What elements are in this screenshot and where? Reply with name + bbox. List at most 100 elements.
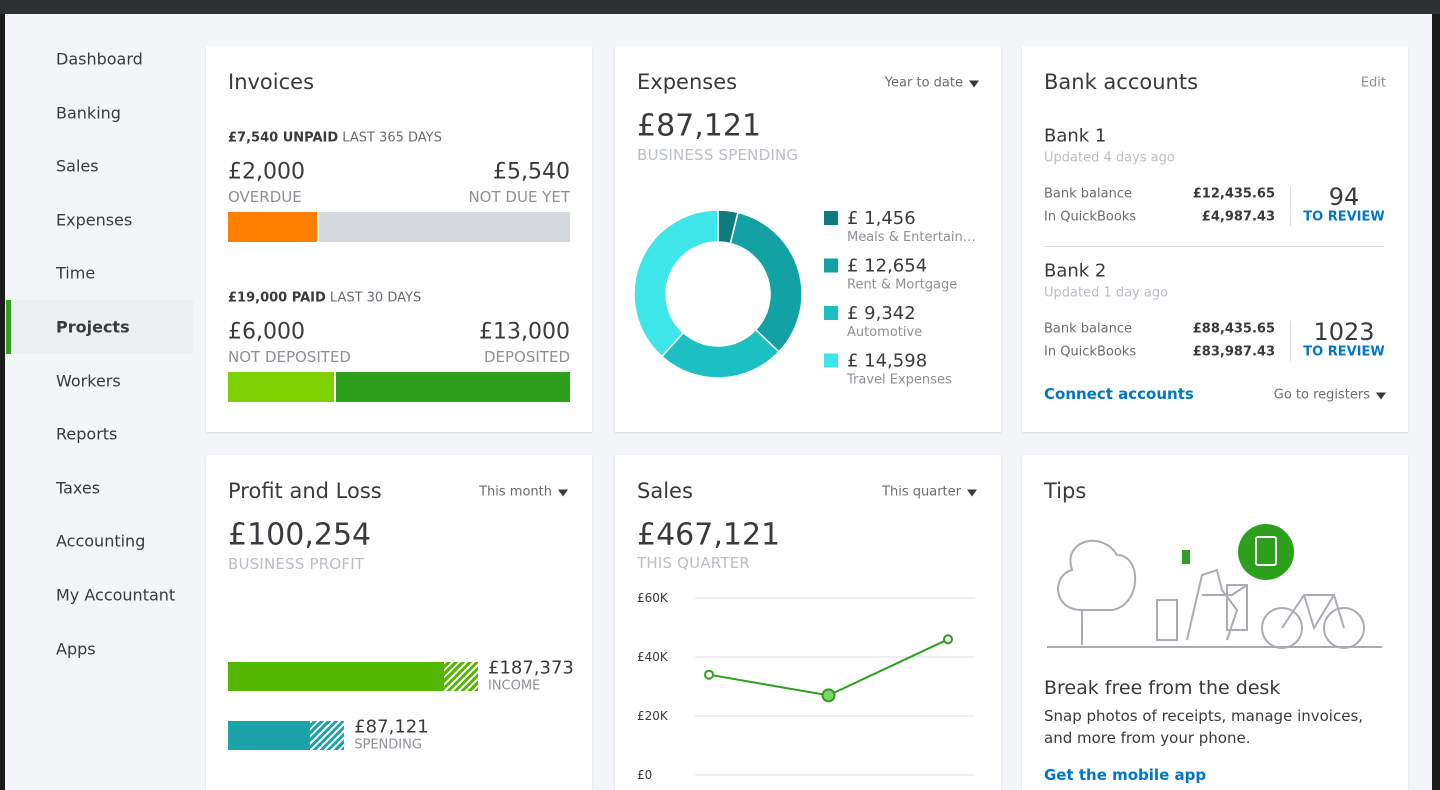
nav-item[interactable]: Sales [6, 139, 193, 193]
invoice-bar [228, 372, 334, 402]
review-link[interactable]: TO REVIEW [1303, 209, 1385, 225]
invoice-summary: £19,000 PAID LAST 30 DAYS [228, 291, 421, 306]
nav-label: Workers [56, 371, 121, 391]
summary-amount: £7,540 UNPAID [228, 130, 339, 146]
segment-label: OVERDUE [228, 188, 302, 206]
subtitle: BUSINESS SPENDING [637, 146, 799, 164]
segment-amount: £2,000 [228, 159, 305, 185]
account-name: Bank 1 [1044, 125, 1107, 147]
card-title: Expenses [637, 70, 738, 94]
segment-label: DEPOSITED [483, 348, 570, 366]
total: £100,254 [228, 517, 372, 553]
balance-value: £12,435.65 [1192, 186, 1275, 202]
tree-icon [1057, 539, 1137, 645]
nav-item[interactable]: My Accountant [6, 568, 193, 622]
tips-illustration [1047, 524, 1382, 649]
legend-value: £ 1,456 [847, 208, 916, 229]
tips-card: Tips Break free from the desk Snap photo… [1022, 455, 1408, 790]
nav-item[interactable]: Workers [6, 354, 193, 408]
legend-value: £ 12,654 [847, 256, 927, 277]
profit-loss-card: Profit and Loss This month £100,254 BUSI… [206, 455, 592, 790]
nav-label: Banking [56, 103, 121, 123]
balance-label: Bank balance [1044, 321, 1132, 337]
nav-label: Expenses [56, 210, 133, 230]
legend-label: Meals & Entertain… [847, 230, 976, 245]
pl-bar [228, 721, 345, 750]
invoice-summary: £7,540 UNPAID LAST 365 DAYS [228, 131, 442, 146]
card-title: Profit and Loss [228, 479, 382, 503]
nav-item[interactable]: Expenses [6, 193, 193, 247]
nav-label: Apps [56, 639, 96, 659]
total: £87,121 [637, 108, 762, 144]
legend-label: Travel Expenses [846, 373, 952, 388]
sales-chart: £0 £20K £40K £60K [637, 591, 975, 782]
chair-icon [1156, 599, 1178, 641]
balance-value: £83,987.43 [1192, 344, 1275, 360]
nav-label: Dashboard [56, 49, 143, 69]
connect-accounts-link[interactable]: Connect accounts [1044, 385, 1194, 403]
bank-accounts-card: Bank accounts Edit Connect accounts Go t… [1022, 46, 1408, 432]
legend-swatch [824, 211, 838, 225]
period-dropdown[interactable]: Year to date [885, 76, 980, 91]
invoice-bar [336, 372, 570, 402]
person-icon [1186, 568, 1248, 641]
divider [1290, 321, 1291, 361]
expenses-card: Expenses Year to date £87,121 BUSINESS S… [615, 46, 1001, 432]
segment-label: NOT DUE YET [468, 188, 570, 206]
nav-item[interactable]: Reports [6, 407, 193, 461]
segment-amount: £6,000 [228, 319, 305, 345]
left-frame [0, 14, 5, 790]
nav-item[interactable]: Time [6, 246, 193, 300]
period-dropdown[interactable]: This month [479, 485, 568, 500]
nav-item[interactable]: Apps [6, 622, 193, 676]
balance-value: £4,987.43 [1201, 209, 1275, 225]
nav-item[interactable]: Banking [6, 86, 193, 140]
pl-bar [228, 662, 478, 691]
right-frame [1432, 14, 1440, 790]
bike-frame [1281, 594, 1345, 631]
card-title: Bank accounts [1044, 70, 1199, 94]
nav-item[interactable]: Dashboard [6, 32, 193, 86]
bar-label: SPENDING [354, 737, 422, 753]
segment-amount: £5,540 [493, 159, 570, 185]
phone-icon [1182, 550, 1190, 564]
period-dropdown[interactable]: This quarter [882, 485, 977, 500]
sales-card: Sales This quarter £467,121 THIS QUARTER… [615, 455, 1001, 790]
y-tick-label: £60K [637, 591, 669, 605]
review-link[interactable]: TO REVIEW [1303, 344, 1385, 360]
registers-dropdown[interactable]: Go to registers [1274, 388, 1387, 403]
nav-label: Accounting [56, 531, 146, 551]
summary-period: LAST 365 DAYS [342, 130, 442, 146]
sidebar: Dashboard Banking Sales Expenses Time Project… [0, 14, 195, 790]
donut-segment [729, 211, 803, 353]
account-updated: Updated 1 day ago [1044, 285, 1169, 301]
y-tick-label: £40K [637, 650, 669, 664]
edit-link[interactable]: Edit [1360, 75, 1386, 91]
separator [1044, 246, 1384, 247]
nav-item[interactable]: Accounting [6, 514, 193, 568]
invoice-bar [228, 212, 317, 242]
legend-swatch [824, 353, 838, 368]
balance-value: £88,435.65 [1192, 321, 1275, 337]
nav-item[interactable]: Projects [6, 300, 193, 354]
table-icon [1226, 584, 1248, 631]
account-updated: Updated 4 days ago [1044, 150, 1175, 166]
nav-label: My Accountant [56, 585, 176, 605]
subtitle: THIS QUARTER [637, 554, 750, 572]
card-title: Tips [1044, 479, 1087, 503]
legend-label: Automotive [847, 325, 922, 340]
nav-item[interactable]: Taxes [6, 461, 193, 515]
nav-label: Sales [56, 156, 99, 176]
nav-label: Time [56, 263, 96, 283]
balance-label: In QuickBooks [1044, 209, 1137, 225]
legend-value: £ 9,342 [847, 303, 916, 324]
tip-heading: Break free from the desk [1044, 677, 1281, 699]
bar-value: £87,121 [354, 716, 429, 738]
mobile-app-link[interactable]: Get the mobile app [1044, 766, 1207, 784]
summary-period: LAST 30 DAYS [329, 290, 422, 306]
card-title: Sales [637, 479, 693, 503]
sales-point [704, 669, 714, 680]
sales-point [943, 634, 953, 645]
